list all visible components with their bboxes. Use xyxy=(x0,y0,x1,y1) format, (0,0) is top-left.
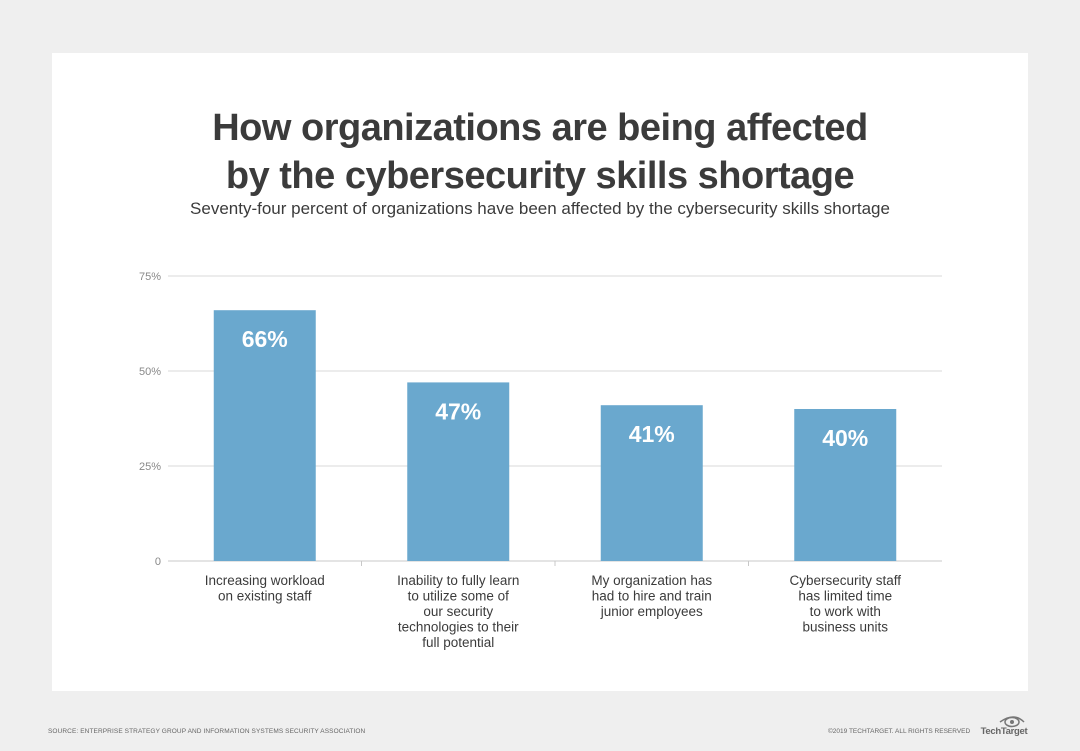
bar xyxy=(213,310,316,561)
x-category-label: Increasing workload xyxy=(205,573,325,588)
x-category-label: technologies to their xyxy=(398,620,519,635)
y-tick-label: 75% xyxy=(139,271,161,283)
x-category-label: had to hire and train xyxy=(592,589,712,604)
bar-value-label: 41% xyxy=(629,421,675,447)
bar-value-label: 47% xyxy=(435,398,481,424)
bar xyxy=(794,409,897,561)
x-category-label: Inability to fully learn xyxy=(397,573,519,588)
chart-title-line-1: How organizations are being affected xyxy=(212,107,868,149)
bar xyxy=(407,382,510,561)
bar-value-label: 66% xyxy=(242,326,288,352)
bar xyxy=(600,405,703,561)
y-tick-label: 25% xyxy=(139,461,161,473)
x-category-label: has limited time xyxy=(798,589,892,604)
chart-subtitle: Seventy-four percent of organizations ha… xyxy=(190,199,890,218)
x-category-label: full potential xyxy=(422,635,494,650)
eye-icon xyxy=(999,716,1025,728)
copyright-note: ©2019 TECHTARGET. ALL RIGHTS RESERVED xyxy=(828,728,971,735)
chart-title-line-2: by the cybersecurity skills shortage xyxy=(225,155,855,197)
x-category-label: on existing staff xyxy=(218,589,312,604)
x-category-label: to utilize some of xyxy=(408,589,510,604)
y-tick-label: 0 xyxy=(155,556,161,568)
x-category-label: My organization has xyxy=(591,573,712,588)
x-category-label: business units xyxy=(802,620,888,635)
techtarget-logo: TechTarget xyxy=(978,714,1030,738)
x-category-label: our security xyxy=(423,604,493,619)
y-tick-label: 50% xyxy=(139,366,161,378)
x-category-label: junior employees xyxy=(600,604,703,619)
source-note: SOURCE: ENTERPRISE STRATEGY GROUP AND IN… xyxy=(48,728,366,735)
chart-title: How organizations are being affected by … xyxy=(0,104,1080,200)
bar-value-label: 40% xyxy=(822,425,868,451)
x-category-label: Cybersecurity staff xyxy=(789,573,901,588)
logo-wordmark: TechTarget xyxy=(980,726,1028,737)
x-category-label: to work with xyxy=(810,604,881,619)
